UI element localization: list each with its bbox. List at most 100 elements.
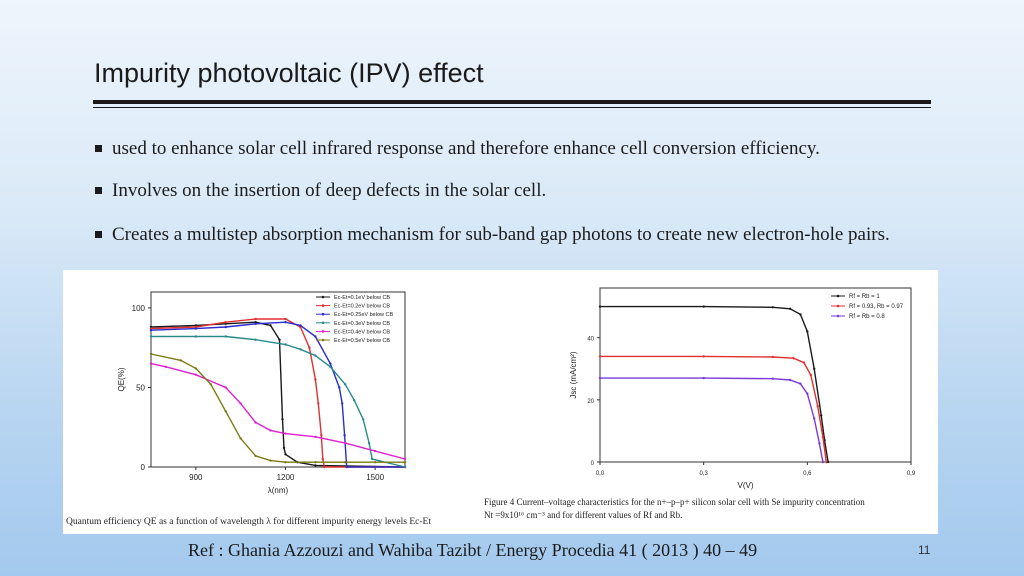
bullet-marker [95, 231, 102, 238]
y-tick-label: 100 [132, 304, 146, 313]
data-point [344, 441, 347, 445]
legend-label: Ec-Et=0.2eV below CB [334, 304, 390, 310]
data-point [149, 335, 153, 338]
x-axis-label: V(V) [738, 481, 754, 490]
data-point [403, 465, 407, 469]
legend-label: Ec-Et=0.4eV below CB [334, 329, 390, 335]
x-tick-label: 0,9 [907, 471, 916, 477]
data-point [802, 361, 806, 364]
data-point [826, 460, 830, 464]
series-line [150, 362, 406, 460]
data-point [818, 442, 821, 445]
data-point [284, 461, 287, 464]
data-point [702, 355, 705, 358]
data-point [314, 354, 317, 357]
bullet-item: Creates a multistep absorption mechanism… [95, 224, 925, 246]
data-point [825, 460, 828, 464]
data-point [353, 399, 356, 402]
data-point [149, 352, 153, 356]
data-point [799, 313, 802, 316]
series-line [600, 305, 829, 463]
reference-text: Ref : Ghania Azzouzi and Wahiba Tazibt /… [188, 540, 758, 560]
data-point [239, 437, 242, 440]
qe-chart: Quantum efficiency QE as a function of w… [66, 291, 431, 527]
bullet-marker [95, 145, 102, 152]
data-point [254, 421, 257, 424]
data-point [314, 335, 317, 338]
legend-label: Rf = Rb = 0.8 [849, 314, 885, 320]
data-point [702, 305, 705, 308]
data-point [338, 386, 341, 389]
data-point [403, 461, 407, 464]
series-line [151, 335, 406, 468]
data-point [323, 465, 326, 469]
data-point [209, 383, 212, 386]
data-point [314, 464, 317, 467]
data-point [771, 377, 774, 380]
legend-label: Ec-Et=0.3eV below CB [334, 321, 390, 327]
data-point [308, 346, 311, 349]
y-axis-label: Jsc (mA/cm²) [569, 351, 578, 398]
data-point [788, 378, 792, 382]
plot-frame [150, 291, 406, 468]
legend-marker [836, 304, 840, 308]
data-point [821, 435, 825, 439]
data-point [343, 434, 346, 437]
data-point [821, 460, 825, 464]
legend-marker [321, 338, 325, 342]
jv-chart: Figure 4 Current–voltage characteristics… [484, 287, 916, 520]
legend-marker [321, 330, 325, 333]
figure-panel: Quantum efficiency QE as a function of w… [63, 270, 938, 534]
data-point [373, 461, 377, 464]
data-point [598, 305, 602, 308]
data-point [254, 317, 257, 321]
data-point [284, 453, 287, 456]
data-point [284, 317, 287, 321]
data-point [224, 386, 227, 389]
bullet-text: Creates a multistep absorption mechanism… [112, 224, 890, 245]
data-point [281, 418, 284, 421]
data-point [403, 457, 407, 461]
data-point [284, 432, 287, 435]
data-point [224, 321, 227, 324]
data-point [224, 325, 227, 329]
data-point [799, 382, 802, 385]
data-point [194, 335, 197, 338]
y-tick-label: 0 [141, 463, 146, 472]
data-point [284, 321, 287, 324]
right-figure-caption-line2: Nt =9x10¹⁶ cm⁻³ and for different values… [484, 510, 682, 520]
x-tick-label: 0,3 [699, 471, 708, 477]
legend-label: Ec-Et=0.5eV below CB [334, 338, 390, 344]
data-point [278, 338, 281, 341]
legend-marker [321, 295, 325, 299]
data-point [820, 414, 823, 417]
data-point [813, 367, 816, 370]
data-point [299, 348, 302, 351]
legend-label: Rf = Rb = 1 [849, 294, 880, 300]
data-point [224, 335, 227, 338]
data-point [314, 461, 317, 464]
x-tick-label: 1500 [366, 473, 384, 482]
data-point [149, 329, 153, 332]
data-point [194, 373, 197, 376]
data-point [254, 454, 257, 458]
series-line [600, 355, 827, 463]
data-point [194, 367, 197, 370]
right-figure-caption-line1: Figure 4 Current–voltage characteristics… [484, 497, 865, 507]
series-line [150, 353, 405, 463]
data-point [792, 357, 795, 360]
data-point [329, 362, 332, 365]
bullet-item: used to enhance solar cell infrared resp… [95, 138, 820, 160]
data-point [239, 402, 242, 405]
x-tick-label: 0,6 [803, 471, 812, 477]
data-point [179, 359, 183, 362]
data-point [373, 449, 377, 453]
data-point [254, 322, 257, 325]
data-point [370, 457, 374, 461]
data-point [816, 404, 819, 408]
bullet-text: Involves on the insertion of deep defect… [112, 180, 547, 201]
x-tick-label: 900 [189, 473, 203, 482]
data-point [282, 446, 286, 450]
data-point [254, 338, 257, 341]
legend-marker [321, 304, 325, 307]
